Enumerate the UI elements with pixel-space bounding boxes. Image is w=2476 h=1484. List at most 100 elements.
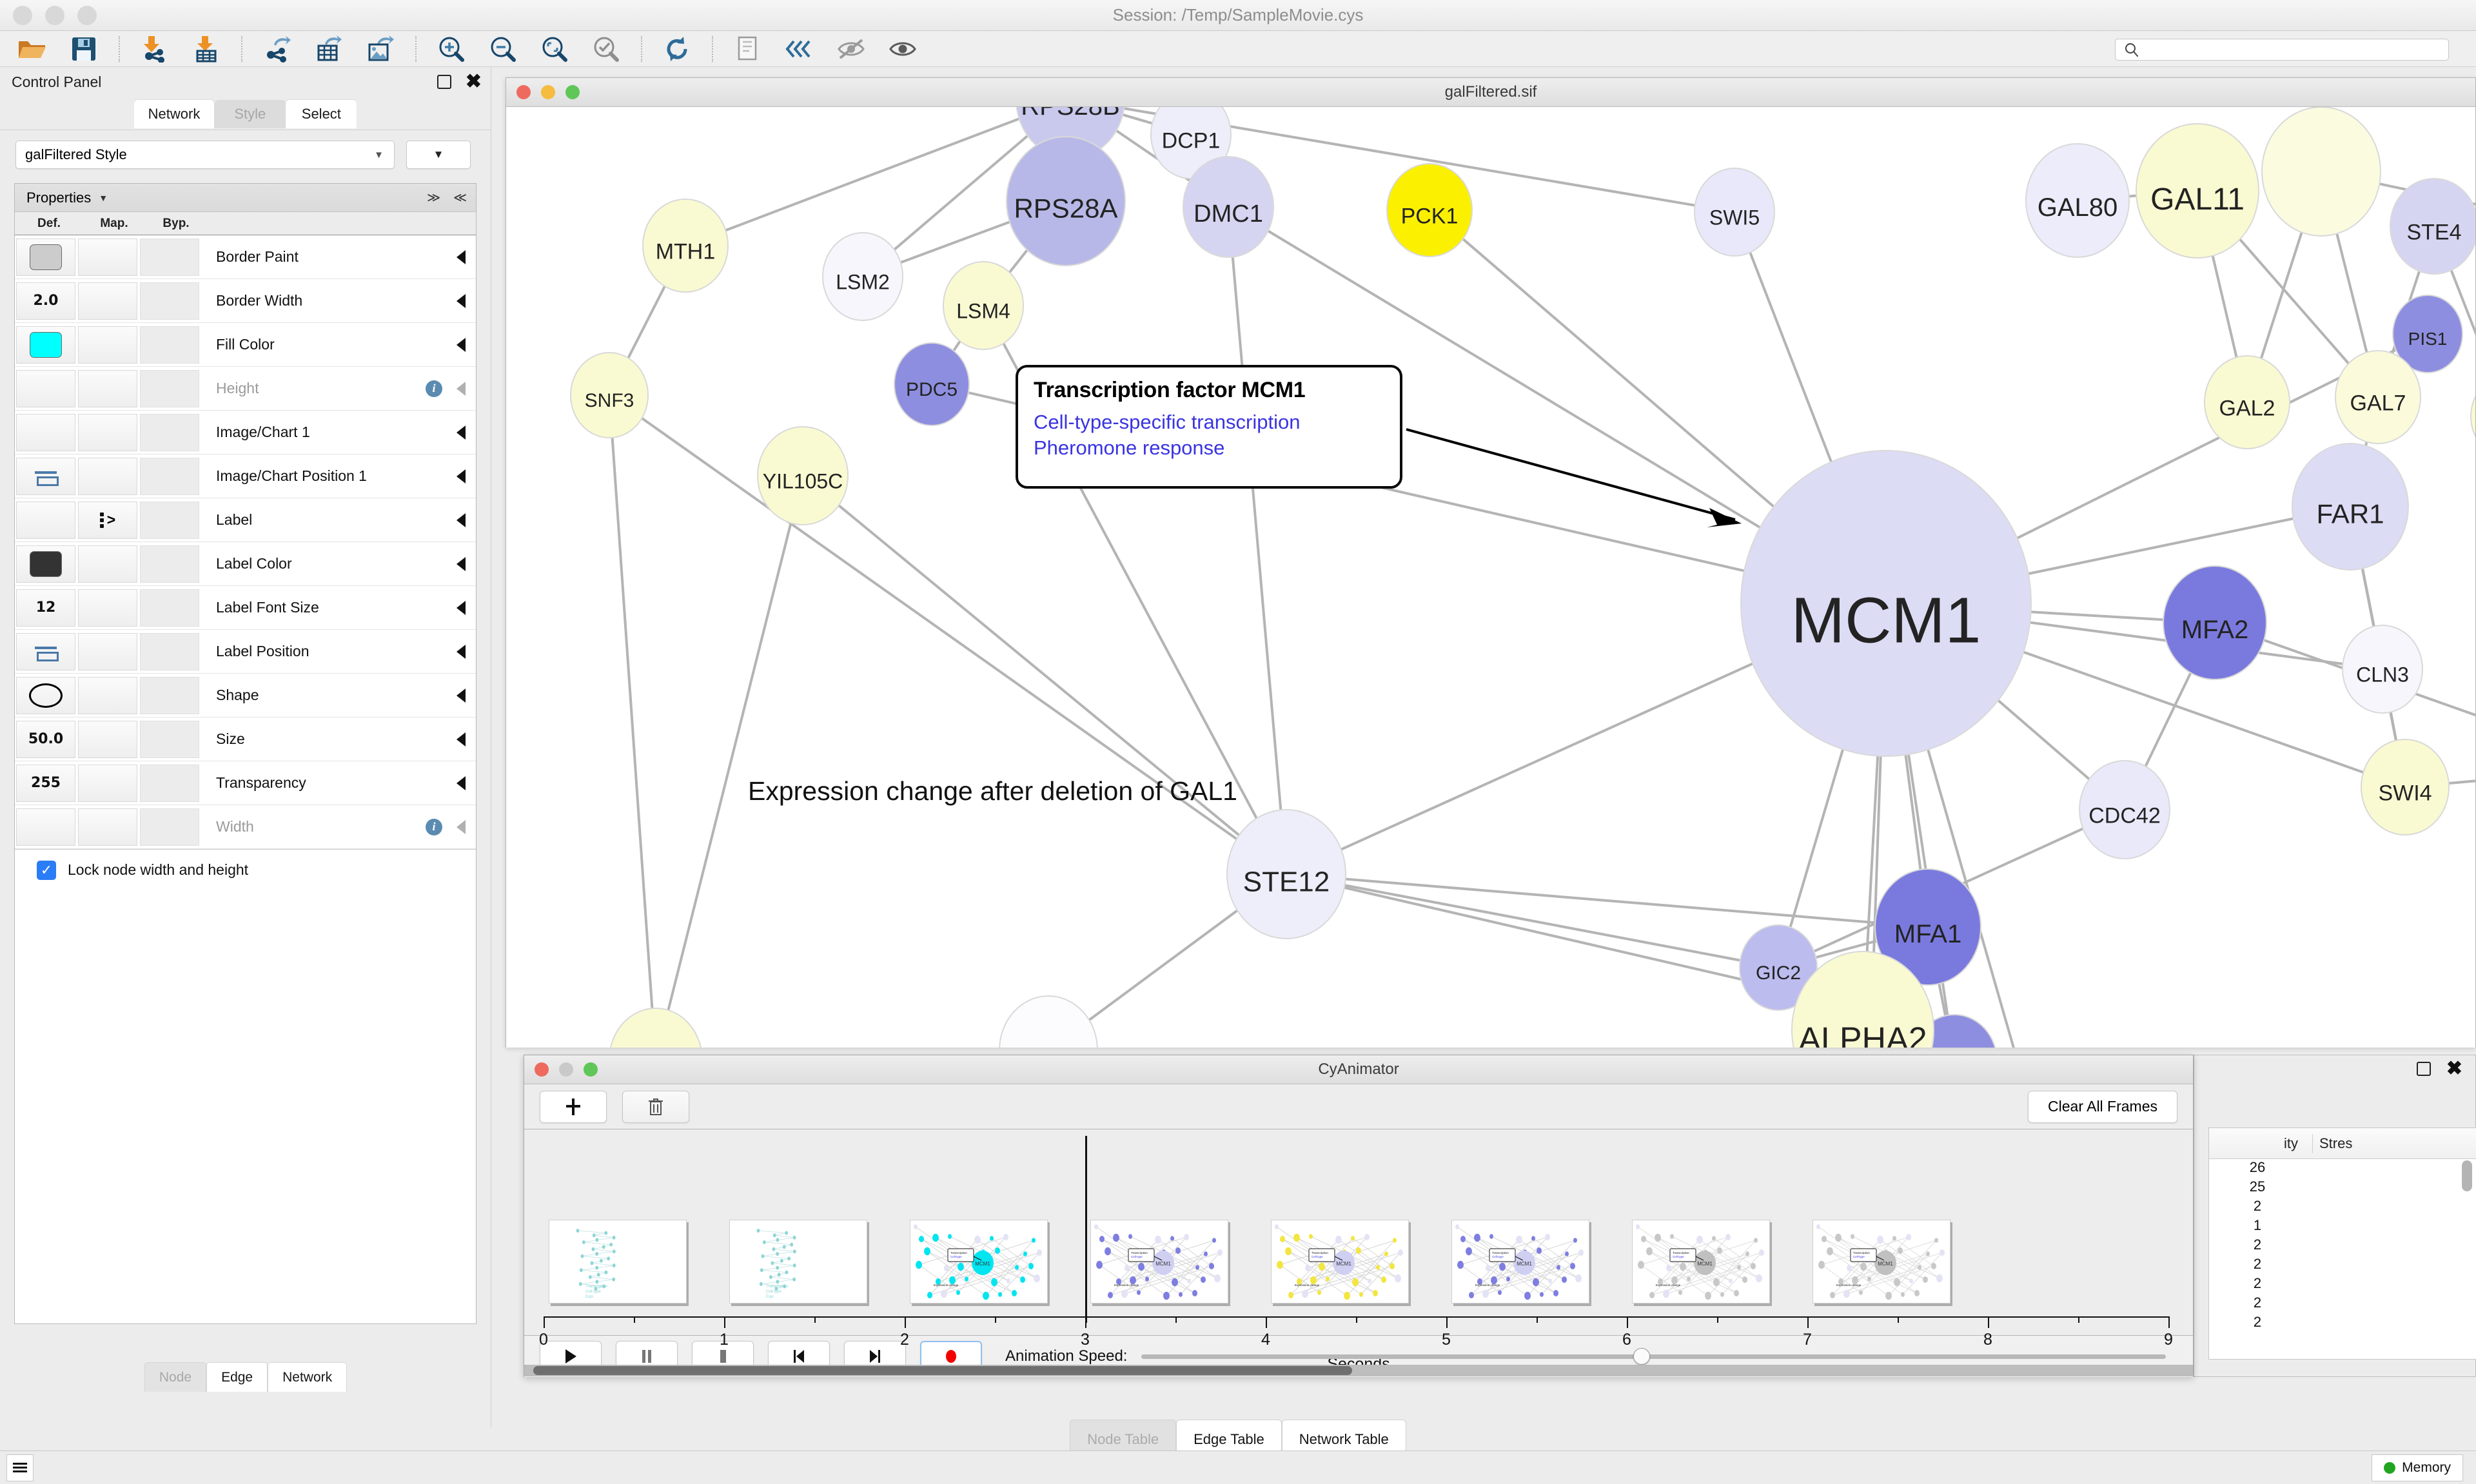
refresh-icon[interactable] bbox=[651, 31, 703, 67]
property-row[interactable]: Image/Chart Position 1 bbox=[15, 454, 476, 498]
node-shape[interactable] bbox=[1791, 951, 1934, 1048]
property-default-cell[interactable]: 12 bbox=[16, 589, 75, 627]
node-shape[interactable] bbox=[609, 1008, 702, 1048]
node-shape[interactable] bbox=[2335, 350, 2421, 444]
property-mapping-cell[interactable] bbox=[78, 676, 137, 714]
expand-property-icon[interactable] bbox=[457, 556, 466, 571]
network-node[interactable]: SNF3 bbox=[570, 352, 649, 438]
table-cell[interactable]: 1 bbox=[2253, 1217, 2262, 1233]
node-shape[interactable] bbox=[2392, 295, 2463, 373]
property-default-cell[interactable] bbox=[16, 369, 75, 407]
bottom-tab-node[interactable]: Node bbox=[144, 1362, 207, 1392]
property-default-cell[interactable] bbox=[16, 501, 75, 539]
network-node[interactable]: YNL047C bbox=[609, 1008, 702, 1048]
chevron-down-icon[interactable]: ▼ bbox=[99, 192, 108, 203]
expand-property-icon[interactable] bbox=[457, 293, 466, 308]
tab-network[interactable]: Network bbox=[133, 100, 215, 128]
property-bypass-cell[interactable] bbox=[140, 238, 199, 276]
zoom-fit-icon[interactable] bbox=[529, 31, 580, 67]
network-node[interactable]: CLN3 bbox=[2342, 625, 2423, 714]
color-swatch[interactable] bbox=[30, 331, 62, 358]
property-mapping-cell[interactable] bbox=[78, 457, 137, 495]
network-edge[interactable] bbox=[1286, 873, 1779, 969]
node-shape[interactable] bbox=[943, 261, 1024, 350]
close-table-panel-icon[interactable]: ✖ bbox=[2446, 1058, 2462, 1079]
property-default-cell[interactable]: 50.0 bbox=[16, 720, 75, 758]
property-mapping-cell[interactable] bbox=[78, 632, 137, 670]
table-cell[interactable]: 25 bbox=[2249, 1178, 2266, 1195]
memory-status-button[interactable]: Memory bbox=[2372, 1454, 2463, 1481]
property-mapping-cell[interactable] bbox=[78, 545, 137, 583]
save-session-icon[interactable] bbox=[58, 31, 110, 67]
node-shape[interactable] bbox=[1874, 868, 1981, 986]
add-frame-button[interactable] bbox=[540, 1090, 607, 1123]
expand-property-icon[interactable] bbox=[457, 381, 466, 396]
node-shape[interactable] bbox=[1183, 156, 1274, 258]
column-header-betweenness[interactable]: ity bbox=[2284, 1135, 2298, 1151]
node-shape[interactable] bbox=[2163, 565, 2267, 680]
network-node[interactable]: PDC5 bbox=[894, 342, 970, 426]
property-mapping-cell[interactable] bbox=[78, 720, 137, 758]
cyanimator-close-button[interactable] bbox=[535, 1062, 549, 1077]
property-bypass-cell[interactable] bbox=[140, 720, 199, 758]
node-shape[interactable] bbox=[2261, 107, 2381, 237]
expand-property-icon[interactable] bbox=[457, 249, 466, 264]
network-edge[interactable] bbox=[2214, 621, 2475, 768]
network-edge[interactable] bbox=[685, 107, 1070, 247]
tab-select[interactable]: Select bbox=[286, 100, 357, 128]
node-shape[interactable] bbox=[2342, 625, 2423, 714]
property-default-cell[interactable] bbox=[16, 238, 75, 276]
property-row[interactable]: > Label bbox=[15, 498, 476, 542]
property-row[interactable]: 2.0 Border Width bbox=[15, 279, 476, 323]
node-shape[interactable] bbox=[2204, 355, 2290, 449]
property-bypass-cell[interactable] bbox=[140, 632, 199, 670]
property-default-cell[interactable] bbox=[16, 457, 75, 495]
export-network-icon[interactable] bbox=[251, 31, 303, 67]
property-bypass-cell[interactable] bbox=[140, 282, 199, 320]
network-node[interactable]: PIS1 bbox=[2392, 295, 2463, 373]
network-node[interactable]: STE4 bbox=[2390, 178, 2475, 275]
color-swatch[interactable] bbox=[30, 244, 62, 270]
zoom-selected-icon[interactable] bbox=[580, 31, 632, 67]
maximize-window-button[interactable] bbox=[77, 5, 97, 25]
network-edge[interactable] bbox=[1227, 206, 1288, 875]
network-node[interactable]: GAL80 bbox=[2025, 143, 2130, 258]
first-neighbors-icon[interactable] bbox=[774, 31, 825, 67]
timeline-frame[interactable]: MCM1 Transcription Cell-type Expression cha… bbox=[910, 1220, 1048, 1303]
node-shape[interactable] bbox=[822, 232, 903, 321]
node-shape[interactable] bbox=[2079, 760, 2170, 859]
node-shape[interactable] bbox=[2390, 178, 2475, 275]
property-row[interactable]: Width i bbox=[15, 805, 476, 849]
node-shape[interactable] bbox=[1226, 809, 1346, 939]
network-node[interactable]: STE12 bbox=[1226, 809, 1346, 939]
network-node[interactable]: GAL11 bbox=[2136, 123, 2259, 259]
table-cell[interactable]: 26 bbox=[2249, 1159, 2266, 1175]
hide-selected-icon[interactable] bbox=[825, 31, 877, 67]
network-node[interactable]: FAR1 bbox=[2292, 443, 2409, 571]
network-node[interactable]: MCM1 bbox=[1740, 450, 2032, 757]
node-shape[interactable] bbox=[894, 342, 970, 426]
table-cell[interactable]: 2 bbox=[2253, 1236, 2262, 1253]
lock-node-size-row[interactable]: ✓ Lock node width and height bbox=[15, 849, 476, 890]
property-default-cell[interactable] bbox=[16, 326, 75, 364]
table-vertical-scrollbar[interactable] bbox=[2462, 1160, 2472, 1354]
node-shape[interactable] bbox=[2025, 143, 2130, 258]
network-edge[interactable] bbox=[801, 474, 1288, 875]
network-maximize-button[interactable] bbox=[565, 85, 580, 99]
collapse-all-icon[interactable]: ≫ bbox=[427, 191, 441, 205]
node-shape[interactable] bbox=[2361, 739, 2450, 835]
slider-thumb[interactable] bbox=[1633, 1348, 1650, 1365]
property-mapping-cell[interactable] bbox=[78, 808, 137, 846]
property-mapping-cell[interactable] bbox=[78, 764, 137, 802]
property-mapping-cell[interactable] bbox=[78, 369, 137, 407]
property-row[interactable]: Label Color bbox=[15, 542, 476, 586]
open-file-icon[interactable] bbox=[6, 31, 58, 67]
animation-speed-slider[interactable] bbox=[1141, 1341, 2166, 1372]
property-bypass-cell[interactable] bbox=[140, 808, 199, 846]
property-default-cell[interactable] bbox=[16, 676, 75, 714]
close-panel-icon[interactable]: ✖ bbox=[465, 71, 482, 92]
node-shape[interactable] bbox=[2292, 443, 2409, 571]
node-shape[interactable] bbox=[1386, 163, 1473, 257]
network-edge[interactable] bbox=[656, 475, 804, 1048]
zoom-in-icon[interactable] bbox=[426, 31, 477, 67]
